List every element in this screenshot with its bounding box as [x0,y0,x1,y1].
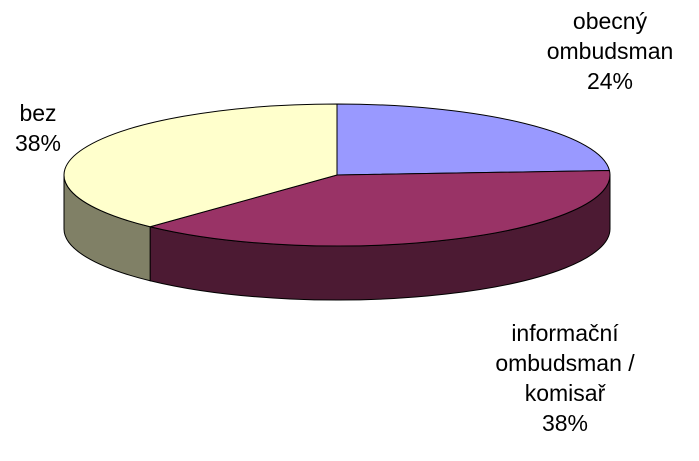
slice [63,103,338,228]
category-label: informační ombudsman / komisař [495,320,635,406]
category-label: obecný ombudsman [546,8,674,64]
slice [336,103,611,176]
value-label: 24% [586,68,634,94]
value-label: 38% [541,410,589,436]
category-label: bez [19,100,57,126]
slice-label: informační ombudsman / komisař 38% [460,318,670,438]
slice-label: obecný ombudsman 24% [520,6,699,96]
slice [148,170,611,247]
slice-label: bez 38% [0,98,76,158]
value-label: 38% [14,130,62,156]
